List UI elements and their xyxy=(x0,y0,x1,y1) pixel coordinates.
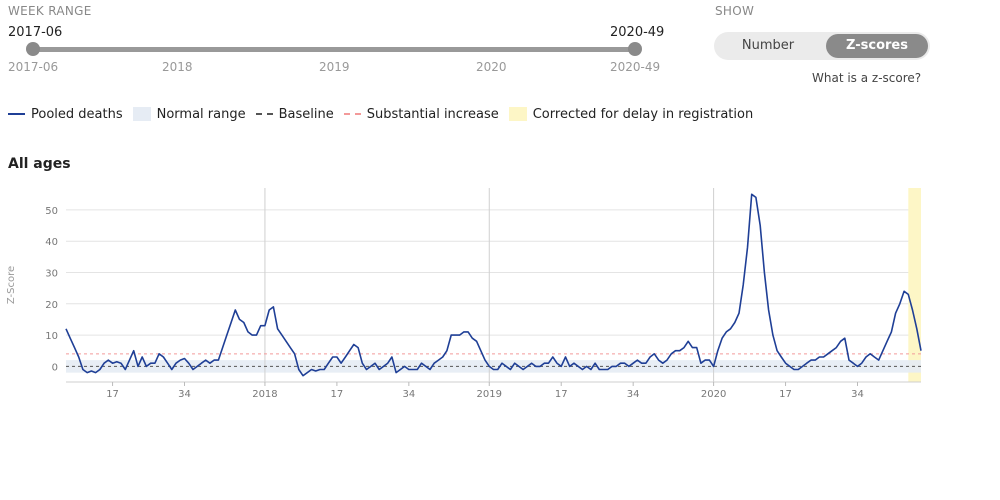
legend-label-pooled-deaths: Pooled deaths xyxy=(31,106,123,122)
x-tick-label: 34 xyxy=(178,389,191,400)
week-range-label: WEEK RANGE xyxy=(8,4,92,18)
x-tick-label: 17 xyxy=(555,389,568,400)
corrected-band xyxy=(908,188,921,382)
x-tick-label: 34 xyxy=(627,389,640,400)
x-tick-label: 17 xyxy=(779,389,792,400)
x-tick-label: 17 xyxy=(106,389,119,400)
number-toggle-button[interactable]: Number xyxy=(741,38,795,53)
y-tick-label: 50 xyxy=(45,206,58,217)
slider-tick-2018: 2018 xyxy=(162,60,193,74)
legend-item-pooled-deaths: Pooled deaths xyxy=(8,107,123,122)
legend-item-substantial-increase: Substantial increase xyxy=(343,106,499,122)
x-tick-label: 34 xyxy=(851,389,864,400)
x-tick-label: 17 xyxy=(331,389,344,400)
chart-title: All ages xyxy=(8,156,71,172)
substantial-increase-swatch xyxy=(343,113,361,115)
legend-label-normal-range: Normal range xyxy=(156,106,246,122)
zscore-help-link[interactable]: What is a z-score? xyxy=(812,71,922,85)
range-start-value: 2017-06 xyxy=(8,25,63,40)
legend-item-baseline: Baseline xyxy=(255,106,334,122)
range-end-value: 2020-49 xyxy=(610,25,665,40)
slider-tick-end: 2020-49 xyxy=(610,60,661,74)
y-tick-label: 0 xyxy=(52,362,58,373)
normal-range-swatch xyxy=(132,107,151,121)
legend-item-normal-range: Normal range xyxy=(132,106,246,122)
x-tick-label: 2019 xyxy=(477,389,502,400)
range-start-handle[interactable] xyxy=(26,42,40,56)
x-tick-label: 34 xyxy=(402,389,415,400)
zscores-toggle-button[interactable]: Z-scores xyxy=(826,34,928,58)
legend-label-baseline: Baseline xyxy=(278,106,334,122)
slider-tick-2019: 2019 xyxy=(319,60,350,74)
y-tick-label: 10 xyxy=(45,331,58,342)
range-end-handle[interactable] xyxy=(628,42,642,56)
y-tick-label: 30 xyxy=(45,268,58,279)
slider-tick-start: 2017-06 xyxy=(8,60,59,74)
display-mode-toggle: Number Z-scores xyxy=(714,32,930,60)
week-range-slider-track[interactable] xyxy=(33,47,635,52)
slider-tick-2020: 2020 xyxy=(476,60,507,74)
legend-item-corrected: Corrected for delay in registration xyxy=(508,106,754,122)
chart-legend: Pooled deaths Normal range Baseline Subs… xyxy=(8,104,763,124)
y-axis-label: Z-Score xyxy=(6,266,17,304)
x-tick-label: 2018 xyxy=(252,389,277,400)
corrected-swatch xyxy=(508,107,527,121)
legend-label-corrected: Corrected for delay in registration xyxy=(532,106,754,122)
zscore-line-chart: 0 10 20 30 40 50 Z-Score 17 34 2018 17 34 2019 17 34 20… xyxy=(6,188,922,400)
pooled-deaths-series-line xyxy=(65,193,922,377)
pooled-deaths-swatch xyxy=(8,113,25,115)
show-label: SHOW xyxy=(715,4,755,18)
baseline-swatch xyxy=(255,113,273,115)
y-tick-label: 40 xyxy=(45,237,58,248)
y-tick-label: 20 xyxy=(45,300,58,311)
x-tick-label: 2020 xyxy=(701,389,726,400)
legend-label-substantial-increase: Substantial increase xyxy=(366,106,499,122)
